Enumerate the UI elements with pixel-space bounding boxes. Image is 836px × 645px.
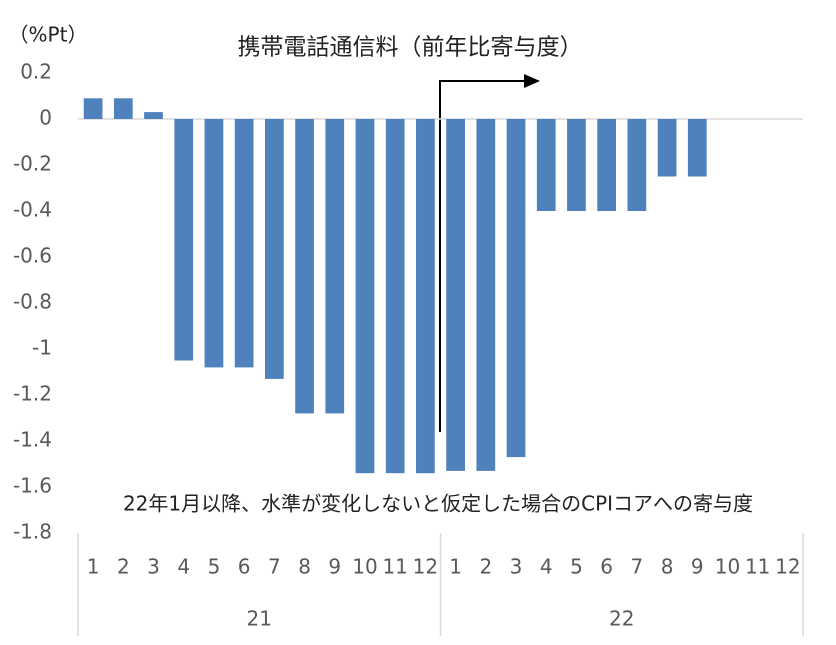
x-tick-label: 5 (570, 555, 583, 579)
annotation: 22年1月以降、水準が変化しないと仮定した場合のCPIコアへの寄与度 (123, 492, 753, 516)
x-tick-label: 8 (298, 555, 311, 579)
y-tick-label: -0.6 (13, 244, 52, 268)
x-tick-label: 10 (715, 555, 740, 579)
x-tick-label: 1 (87, 555, 100, 579)
bar (446, 119, 465, 471)
x-tick-label: 2 (117, 555, 130, 579)
y-tick-label: -0.8 (13, 290, 52, 314)
x-tick-label: 8 (661, 555, 674, 579)
bar (204, 119, 224, 368)
bar (597, 119, 617, 211)
bar (264, 119, 284, 379)
y-tick-label: -1.8 (13, 520, 52, 544)
x-tick-label: 7 (630, 555, 643, 579)
bar (476, 119, 496, 471)
x-tick-label: 2 (479, 555, 492, 579)
x-tick-label: 10 (352, 555, 377, 579)
bar (385, 119, 405, 474)
arrow (439, 74, 540, 432)
y-axis-label: （%Pt） (9, 23, 88, 47)
y-tick-label: -1.6 (13, 474, 52, 498)
x-tick-label: 1 (449, 555, 462, 579)
x-tick-label: 12 (775, 555, 800, 579)
x-tick-label: 4 (177, 555, 190, 579)
x-tick-label: 7 (268, 555, 281, 579)
bar (657, 119, 677, 177)
bar (687, 119, 707, 177)
y-tick-label: 0.2 (20, 60, 52, 84)
x-tick-label: 6 (238, 555, 251, 579)
x-tick-label: 9 (328, 555, 341, 579)
x-tick-label: 11 (745, 555, 770, 579)
x-tick-label: 9 (691, 555, 704, 579)
bar (325, 119, 345, 414)
x-tick-label: 3 (510, 555, 523, 579)
x-tick-label: 3 (147, 555, 160, 579)
x-tick-label: 5 (208, 555, 221, 579)
bar (144, 112, 163, 119)
x-tick-label: 6 (600, 555, 613, 579)
x-tick-label: 12 (413, 555, 438, 579)
y-tick-label: -0.2 (13, 152, 52, 176)
bar (536, 119, 556, 211)
y-tick-label: -1.4 (13, 428, 52, 452)
bar (83, 98, 103, 119)
bar (234, 119, 254, 368)
chart-title: 携帯電話通信料（前年比寄与度） (238, 35, 583, 61)
bar (295, 119, 314, 414)
bar (113, 98, 133, 119)
x-group-label: 22 (609, 607, 634, 631)
y-tick-label: -1.2 (13, 382, 52, 406)
bar (506, 119, 526, 458)
x-tick-label: 4 (540, 555, 553, 579)
x-group-label: 21 (247, 607, 272, 631)
bar (416, 119, 435, 474)
bar (627, 119, 647, 211)
y-tick-label: 0 (39, 106, 52, 130)
bar (174, 119, 194, 361)
y-tick-label: -1 (32, 336, 52, 360)
bar (355, 119, 375, 474)
y-tick-label: -0.4 (13, 198, 52, 222)
x-tick-label: 11 (382, 555, 407, 579)
bar (567, 119, 586, 211)
